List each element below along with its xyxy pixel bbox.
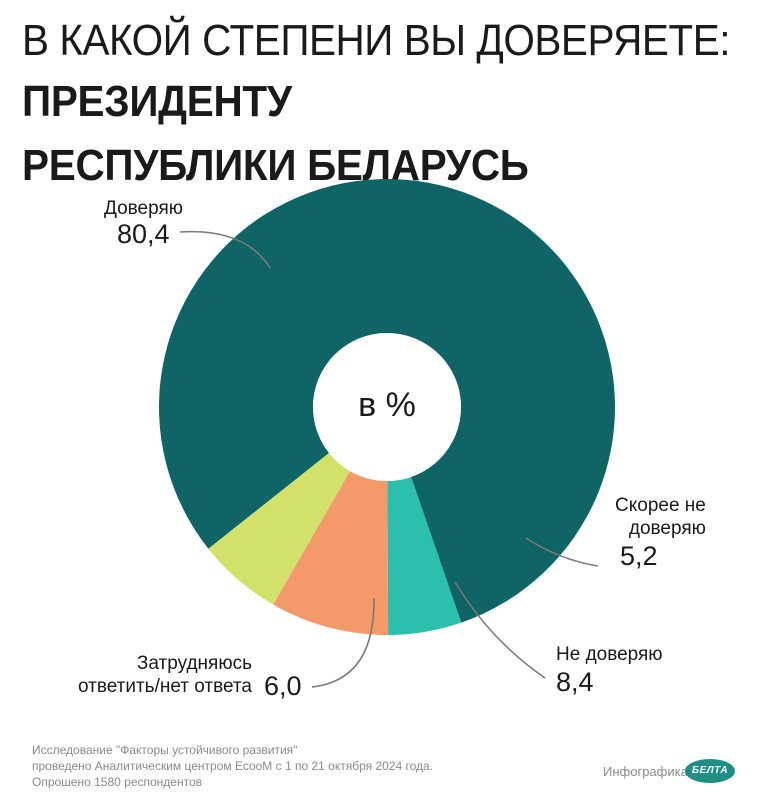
pie-slice-3: [273, 471, 389, 635]
label-hard-to-say: Затрудняюсь ответить/нет ответа: [76, 652, 252, 698]
belta-logo: БЕЛТА: [685, 759, 735, 783]
value-rather-not: 5,2: [620, 541, 658, 571]
label-trust: Доверяю: [104, 197, 183, 220]
label-hard-line1: Затрудняюсь: [136, 653, 252, 674]
label-rather-not-line2: доверяю: [628, 518, 706, 539]
footer-line-1: Исследование "Факторы устойчивого развит…: [32, 743, 298, 757]
pie-slice-1: [159, 179, 616, 623]
infographic-credit: Инфографика: [603, 764, 688, 779]
leader-line-trust: [179, 230, 271, 269]
leader-line-hard: [311, 597, 375, 688]
label-not-trust-name: Не доверяю: [556, 644, 663, 665]
pie-slice-4: [208, 453, 351, 605]
label-trust-name: Доверяю: [104, 198, 183, 219]
label-not-trust: Не доверяю: [556, 643, 663, 666]
title-line-2: ПРЕЗИДЕНТУ РЕСПУБЛИКИ БЕЛАРУСЬ: [22, 77, 529, 190]
leader-line-rather-not: [525, 537, 599, 567]
title-line-1: В КАКОЙ СТЕПЕНИ ВЫ ДОВЕРЯЕТЕ:: [22, 16, 731, 65]
pie-slice-2: [387, 476, 462, 635]
leader-line-not-trust: [454, 581, 546, 679]
value-hard-to-say: 6,0: [264, 671, 302, 701]
footer-source: Исследование "Факторы устойчивого развит…: [32, 742, 433, 790]
footer-line-2: проведено Аналитическим центром EcooM с …: [32, 759, 434, 773]
center-unit-label: в %: [358, 386, 416, 424]
chart-title: В КАКОЙ СТЕПЕНИ ВЫ ДОВЕРЯЕТЕ: ПРЕЗИДЕНТУ…: [22, 12, 768, 198]
footer-line-3: Опрошено 1580 респондентов: [32, 775, 203, 789]
value-not-trust: 8,4: [556, 667, 594, 697]
value-trust: 80,4: [117, 219, 170, 249]
label-rather-not: Скорее не доверяю: [615, 494, 706, 540]
donut-hole: [313, 333, 461, 481]
label-rather-not-line1: Скорее не: [615, 495, 706, 516]
label-hard-line2: ответить/нет ответа: [78, 676, 252, 697]
